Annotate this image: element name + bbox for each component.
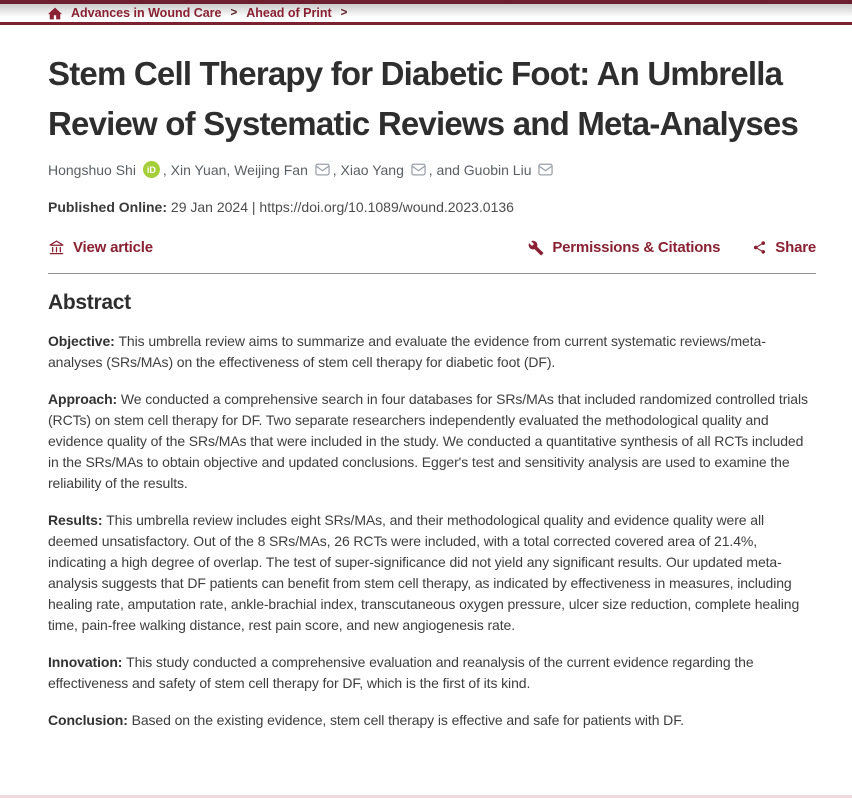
author-name: , and Guobin Liu bbox=[428, 161, 536, 178]
view-article-label: View article bbox=[73, 239, 153, 256]
abstract-paragraph: Innovation: This study conducted a compr… bbox=[48, 654, 754, 691]
view-article-button[interactable]: View article bbox=[48, 239, 153, 256]
share-label: Share bbox=[775, 239, 816, 256]
abstract-heading: Abstract bbox=[48, 291, 131, 314]
abstract-paragraph-label: Results: bbox=[48, 512, 107, 528]
breadcrumb-separator: > bbox=[230, 7, 238, 19]
abstract-paragraph: Objective: This umbrella review aims to … bbox=[48, 333, 766, 370]
abstract-paragraph-label: Objective: bbox=[48, 333, 119, 349]
permissions-citations-button[interactable]: Permissions & Citations bbox=[528, 239, 720, 256]
abstract-paragraph-label: Conclusion: bbox=[48, 712, 132, 728]
abstract-section: Abstract Objective: This umbrella review… bbox=[48, 291, 816, 731]
breadcrumb: Advances in Wound Care > Ahead of Print … bbox=[0, 4, 852, 25]
doi-separator: | bbox=[251, 199, 256, 215]
article-main: Stem Cell Therapy for Diabetic Foot: An … bbox=[0, 25, 852, 731]
wrench-icon bbox=[528, 240, 544, 256]
orcid-icon[interactable]: iD bbox=[142, 161, 160, 178]
section-divider bbox=[48, 273, 816, 274]
author-list: Hongshuo Shi iD, Xin Yuan, Weijing Fan ,… bbox=[48, 161, 816, 178]
page-title: Stem Cell Therapy for Diabetic Foot: An … bbox=[48, 55, 799, 142]
author-name: , Xin Yuan, Weijing Fan bbox=[162, 161, 312, 178]
author-name: , Xiao Yang bbox=[332, 161, 408, 178]
breadcrumb-separator: > bbox=[340, 7, 348, 19]
author-name: Hongshuo Shi bbox=[48, 161, 140, 178]
published-date: 29 Jan 2024 bbox=[170, 199, 248, 215]
bank-article-icon bbox=[48, 239, 65, 256]
email-icon[interactable] bbox=[538, 163, 554, 176]
doi-link[interactable]: https://doi.org/10.1089/wound.2023.0136 bbox=[259, 199, 514, 215]
share-button[interactable]: Share bbox=[752, 239, 816, 256]
breadcrumb-ahead-of-print-link[interactable]: Ahead of Print bbox=[246, 6, 332, 20]
home-icon[interactable] bbox=[48, 7, 62, 20]
breadcrumb-journal-link[interactable]: Advances in Wound Care bbox=[71, 6, 222, 20]
abstract-body: Objective: This umbrella review aims to … bbox=[48, 331, 816, 731]
share-icon bbox=[752, 240, 767, 255]
published-line: Published Online: 29 Jan 2024 | https://… bbox=[48, 199, 816, 215]
email-icon[interactable] bbox=[411, 163, 426, 176]
abstract-paragraph: Approach: We conducted a comprehensive s… bbox=[48, 391, 808, 491]
bottom-accent-strip bbox=[0, 795, 852, 798]
article-toolbar: View article Permissions & Citations Sha… bbox=[48, 239, 816, 256]
abstract-paragraph: Conclusion: Based on the existing eviden… bbox=[48, 712, 684, 728]
published-label: Published Online: bbox=[48, 199, 168, 215]
abstract-paragraph: Results: This umbrella review includes e… bbox=[48, 512, 800, 633]
permissions-citations-label: Permissions & Citations bbox=[552, 239, 721, 256]
abstract-paragraph-label: Approach: bbox=[48, 391, 121, 407]
email-icon[interactable] bbox=[315, 163, 330, 176]
top-accent-bar bbox=[0, 0, 852, 4]
abstract-paragraph-label: Innovation: bbox=[48, 654, 127, 670]
